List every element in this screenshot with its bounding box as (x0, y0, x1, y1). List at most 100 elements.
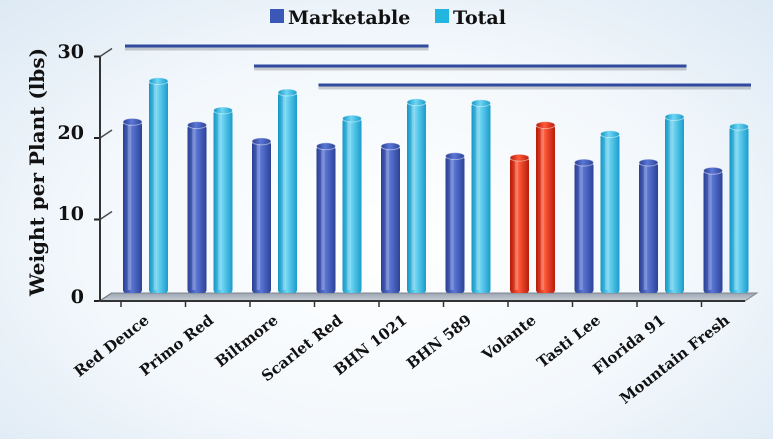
y-tick-label: 0 (71, 286, 84, 308)
y-tick-label: 20 (58, 122, 84, 144)
bar-marketable-shine (386, 149, 389, 290)
bar-marketable-body (510, 158, 529, 293)
bar-total (407, 99, 426, 293)
bar-marketable-cap (639, 159, 658, 166)
y-tick-mark (100, 212, 112, 220)
bar-total-shine (605, 137, 608, 290)
bar-marketable-shine (321, 149, 324, 290)
bar-marketable-cap (575, 159, 594, 166)
bar-total-cap (407, 99, 426, 106)
bar-marketable (188, 122, 207, 293)
legend: Marketable Total (270, 7, 506, 29)
bar-total-shine (541, 128, 544, 290)
y-ticks: 0 10 20 30 (58, 41, 84, 308)
bar-marketable (317, 143, 336, 293)
y-tick-mark (100, 130, 112, 138)
legend-label-marketable: Marketable (288, 7, 410, 29)
bar-total-cap (536, 122, 555, 129)
bar-marketable-body (252, 141, 271, 293)
bar-marketable-shine (192, 128, 195, 290)
bar-total (343, 115, 362, 293)
bar-total-body (730, 127, 749, 293)
bar-marketable-shine (515, 161, 518, 290)
bar-marketable-shine (644, 166, 647, 290)
bar-total-shine (218, 113, 221, 290)
bar-total-body (278, 93, 297, 293)
bar-total (665, 113, 684, 293)
bar-total-shine (347, 122, 350, 290)
bar-marketable (381, 143, 400, 293)
bar-marketable-shine (708, 174, 711, 290)
bar-total-body (343, 119, 362, 293)
bar-marketable-body (188, 125, 207, 293)
y-tick-mark (100, 49, 112, 57)
bar-total-shine (670, 120, 673, 290)
bar-total-cap (730, 123, 749, 130)
bar-marketable (252, 138, 271, 293)
bar-marketable-cap (510, 154, 529, 161)
bar-marketable (510, 154, 529, 293)
bar-marketable-shine (257, 144, 260, 290)
bar-total (214, 107, 233, 293)
bar-marketable-shine (579, 166, 582, 290)
bar-total (278, 89, 297, 293)
legend-swatch-marketable (270, 9, 284, 23)
bar-total-cap (149, 78, 168, 85)
y-axis-title: Weight per Plant (lbs) (25, 48, 49, 297)
bar-total-body (472, 103, 491, 293)
bar-total-cap (214, 107, 233, 114)
bar-total-cap (278, 89, 297, 96)
bar-marketable-cap (188, 122, 207, 129)
bar-total-body (214, 110, 233, 293)
bar-marketable-cap (381, 143, 400, 150)
bar-marketable-body (381, 146, 400, 293)
bar-marketable-body (446, 156, 465, 293)
bar-total (536, 122, 555, 293)
bar-marketable-cap (446, 153, 465, 160)
y-tick-label: 10 (58, 203, 84, 225)
x-category-label: BHN 589 (403, 311, 475, 373)
bar-total-body (665, 117, 684, 293)
bar-marketable-body (317, 146, 336, 293)
bar-marketable-shine (128, 125, 131, 290)
bar-marketable (123, 118, 142, 293)
bar-total-shine (412, 105, 415, 290)
legend-label-total: Total (453, 7, 506, 29)
bar-marketable-body (639, 163, 658, 293)
chart-floor (100, 293, 757, 301)
bar-marketable-cap (704, 167, 723, 174)
bar-total (472, 100, 491, 293)
bar-total-cap (665, 113, 684, 120)
bar-marketable (575, 159, 594, 293)
bar-total-cap (472, 100, 491, 107)
bar-total-shine (283, 96, 286, 290)
bar-total-body (601, 134, 620, 293)
y-tick-label: 30 (58, 41, 84, 63)
bar-marketable-cap (252, 138, 271, 145)
bar-marketable (446, 153, 465, 293)
x-category-label: Volante (478, 311, 540, 365)
bar-marketable (639, 159, 658, 293)
legend-swatch-total (435, 9, 449, 23)
bar-marketable-body (704, 171, 723, 293)
bar-total-shine (734, 130, 737, 290)
bar-total (730, 123, 749, 293)
bar-total-cap (343, 115, 362, 122)
bar-marketable-cap (123, 118, 142, 125)
x-category-label: Mountain Fresh (616, 311, 733, 408)
bar-total-shine (476, 106, 479, 290)
bar-total-shine (154, 84, 157, 290)
bar-total-body (407, 102, 426, 293)
bar-marketable-body (575, 163, 594, 293)
bar-marketable-shine (450, 159, 453, 290)
bar-marketable-body (123, 122, 142, 293)
bar-marketable-cap (317, 143, 336, 150)
bar-total-body (149, 81, 168, 293)
bar-total-body (536, 125, 555, 293)
bar-total-cap (601, 131, 620, 138)
bar-total (149, 78, 168, 293)
bar-marketable (704, 167, 723, 293)
bar-total (601, 131, 620, 293)
